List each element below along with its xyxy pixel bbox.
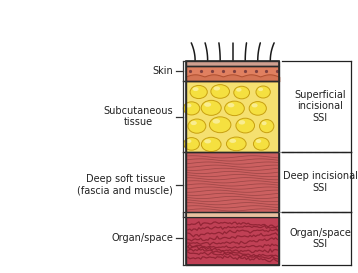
Bar — [186, 217, 279, 265]
Bar — [186, 66, 279, 81]
Bar — [186, 61, 279, 265]
Ellipse shape — [209, 117, 231, 133]
Text: Organ/space
SSI: Organ/space SSI — [289, 228, 351, 249]
Bar — [186, 212, 279, 217]
Bar — [186, 66, 279, 81]
Ellipse shape — [184, 138, 199, 150]
Ellipse shape — [256, 139, 261, 143]
Text: Deep incisional
SSI: Deep incisional SSI — [282, 171, 358, 193]
Ellipse shape — [204, 139, 211, 143]
Ellipse shape — [201, 100, 221, 115]
Text: Subcutaneous
tissue: Subcutaneous tissue — [104, 106, 173, 127]
Text: Skin: Skin — [153, 66, 173, 76]
Ellipse shape — [193, 87, 199, 91]
Ellipse shape — [262, 121, 267, 125]
Text: Deep soft tissue
(fascia and muscle): Deep soft tissue (fascia and muscle) — [77, 174, 173, 195]
Ellipse shape — [236, 118, 255, 133]
Ellipse shape — [234, 86, 250, 99]
Ellipse shape — [188, 119, 206, 133]
Ellipse shape — [258, 88, 263, 91]
Ellipse shape — [239, 120, 245, 124]
Ellipse shape — [186, 103, 192, 108]
Ellipse shape — [236, 88, 242, 92]
Ellipse shape — [227, 137, 246, 151]
Ellipse shape — [190, 121, 197, 125]
Ellipse shape — [252, 103, 258, 108]
Ellipse shape — [204, 102, 211, 107]
Text: Organ/space: Organ/space — [111, 233, 173, 244]
Bar — [186, 61, 279, 66]
Bar — [186, 152, 279, 212]
Ellipse shape — [211, 85, 229, 98]
Ellipse shape — [253, 138, 269, 150]
Ellipse shape — [227, 103, 234, 107]
Ellipse shape — [186, 139, 192, 143]
Ellipse shape — [214, 86, 220, 91]
Ellipse shape — [202, 137, 221, 152]
Ellipse shape — [260, 120, 274, 133]
Ellipse shape — [249, 102, 266, 115]
Bar — [186, 217, 279, 265]
Bar — [186, 81, 279, 152]
Ellipse shape — [183, 102, 200, 115]
Bar — [186, 81, 279, 152]
Ellipse shape — [225, 101, 245, 116]
Ellipse shape — [213, 119, 220, 124]
Text: Superficial
incisional
SSI: Superficial incisional SSI — [294, 90, 346, 123]
Ellipse shape — [229, 139, 236, 143]
Ellipse shape — [190, 85, 207, 99]
Ellipse shape — [256, 86, 270, 98]
Bar — [186, 152, 279, 212]
